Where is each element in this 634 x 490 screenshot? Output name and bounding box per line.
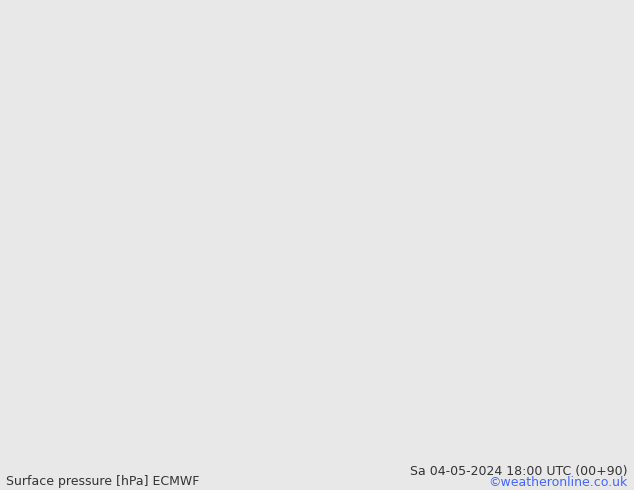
Text: Sa 04-05-2024 18:00 UTC (00+90): Sa 04-05-2024 18:00 UTC (00+90) — [410, 465, 628, 478]
Text: Surface pressure [hPa] ECMWF: Surface pressure [hPa] ECMWF — [6, 474, 200, 488]
Text: ©weatheronline.co.uk: ©weatheronline.co.uk — [488, 475, 628, 489]
